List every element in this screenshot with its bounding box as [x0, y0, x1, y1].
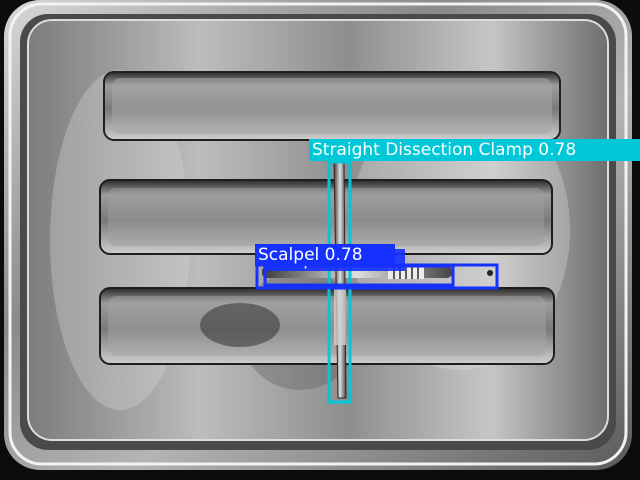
tray-slots: [99, 71, 561, 365]
clamp-label: Straight Dissection Clamp 0.78: [309, 139, 640, 161]
clamp-object: [333, 159, 347, 399]
clamp-detection-box: [327, 160, 352, 404]
scalpel-label-primary: Scalpel 0.78: [255, 244, 395, 266]
